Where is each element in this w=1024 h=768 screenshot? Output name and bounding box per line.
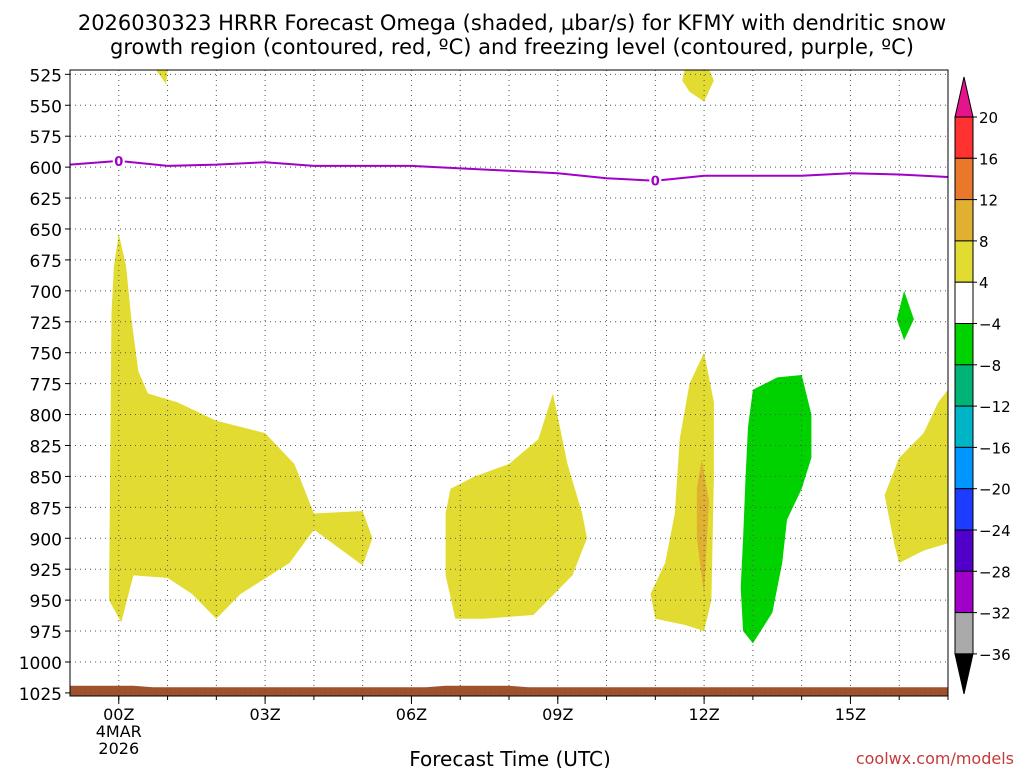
y-tick-label: 725 bbox=[30, 314, 62, 334]
omega-region-6 bbox=[884, 389, 948, 563]
y-tick-label: 525 bbox=[30, 66, 62, 86]
colorbar-label: −32 bbox=[979, 605, 1011, 623]
x-tick-date: 4MAR bbox=[96, 722, 142, 741]
y-tick-label: 1000 bbox=[19, 654, 62, 674]
colorbar-label: −4 bbox=[979, 316, 1001, 334]
y-tick-label: 825 bbox=[30, 437, 62, 457]
colorbar-label: −12 bbox=[979, 398, 1011, 416]
y-tick-label: 1025 bbox=[19, 685, 62, 705]
x-tick-year: 2026 bbox=[98, 739, 139, 758]
watermark: coolwx.com/models bbox=[856, 749, 1014, 768]
y-tick-label: 650 bbox=[30, 221, 62, 241]
y-tick-label: 700 bbox=[30, 283, 62, 303]
omega-shaded-regions bbox=[109, 70, 948, 644]
colorbar-swatch bbox=[954, 529, 974, 572]
y-tick-label: 900 bbox=[30, 530, 62, 550]
chart-title-line1: 2026030323 HRRR Forecast Omega (shaded, … bbox=[78, 11, 946, 35]
colorbar-swatch bbox=[954, 488, 974, 531]
omega-region-8 bbox=[896, 290, 914, 341]
colorbar-swatch bbox=[954, 323, 974, 366]
omega-region-3 bbox=[445, 393, 587, 619]
freezing-level-label: 0 bbox=[651, 175, 660, 190]
y-tick-label: 875 bbox=[30, 499, 62, 519]
y-tick-label: 925 bbox=[30, 561, 62, 581]
colorbar-swatch bbox=[954, 405, 974, 448]
x-tick-label: 15Z bbox=[835, 705, 866, 724]
omega-region-0 bbox=[155, 70, 168, 85]
colorbar-label: 4 bbox=[979, 274, 989, 292]
y-tick-label: 775 bbox=[30, 376, 62, 396]
chart-title-line2: growth region (contoured, red, ºC) and f… bbox=[110, 35, 914, 59]
colorbar-label: 12 bbox=[979, 192, 998, 210]
omega-region-7 bbox=[740, 375, 812, 644]
omega-region-1 bbox=[682, 70, 714, 102]
colorbar-label: −36 bbox=[979, 646, 1011, 664]
colorbar-label: −28 bbox=[979, 563, 1011, 581]
x-tick-label: 00Z bbox=[103, 705, 134, 724]
y-tick-label: 800 bbox=[30, 407, 62, 427]
y-tick-label: 550 bbox=[30, 97, 62, 117]
colorbar-swatch bbox=[954, 240, 974, 283]
freezing-level-line bbox=[69, 159, 949, 182]
x-tick-label: 12Z bbox=[688, 705, 719, 724]
colorbar-label: 20 bbox=[979, 109, 998, 127]
colorbar-swatch bbox=[954, 364, 974, 407]
colorbar-label: −20 bbox=[979, 481, 1011, 499]
y-tick-label: 575 bbox=[30, 128, 62, 148]
y-tick-label: 975 bbox=[30, 623, 62, 643]
colorbar-label: −24 bbox=[979, 522, 1011, 540]
freezing-level-label: 0 bbox=[114, 155, 123, 170]
y-tick-label: 675 bbox=[30, 252, 62, 272]
y-tick-label: 750 bbox=[30, 345, 62, 365]
freezing-level-contour: 00 bbox=[69, 153, 949, 190]
y-axis: 525 550 575 600 625 650 675 700 725 750 775 800 825 8… bbox=[19, 66, 70, 705]
colorbar-label: 8 bbox=[979, 233, 989, 251]
omega-region-5 bbox=[696, 459, 709, 594]
y-tick-label: 625 bbox=[30, 190, 62, 210]
colorbar-label: −16 bbox=[979, 439, 1011, 457]
colorbar-label: 16 bbox=[979, 150, 998, 168]
omega-region-2 bbox=[109, 233, 373, 623]
x-tick-label: 06Z bbox=[396, 705, 427, 724]
colorbar: 20 16 12 8 4 −4 −8 −12 −16 −20 −24 −28 −32 −36 bbox=[954, 76, 1011, 695]
colorbar-swatch bbox=[954, 281, 974, 325]
freezing-label-bg bbox=[649, 173, 662, 188]
y-tick-label: 950 bbox=[30, 592, 62, 612]
colorbar-swatch bbox=[954, 446, 974, 490]
y-tick-label: 850 bbox=[30, 468, 62, 488]
y-tick-label: 600 bbox=[30, 159, 62, 179]
x-axis-label: Forecast Time (UTC) bbox=[409, 747, 611, 768]
colorbar-swatch bbox=[954, 612, 974, 655]
freezing-label-bg bbox=[112, 153, 125, 168]
colorbar-swatch bbox=[954, 199, 974, 242]
colorbar-label: −8 bbox=[979, 357, 1001, 375]
colorbar-top-arrow bbox=[954, 76, 974, 118]
colorbar-bottom-arrow bbox=[954, 653, 974, 695]
omega-region-4 bbox=[650, 352, 714, 631]
x-tick-label: 09Z bbox=[542, 705, 573, 724]
colorbar-swatch bbox=[954, 570, 974, 614]
x-tick-label: 03Z bbox=[249, 705, 280, 724]
colorbar-swatch bbox=[954, 116, 974, 159]
colorbar-swatch bbox=[954, 157, 974, 201]
